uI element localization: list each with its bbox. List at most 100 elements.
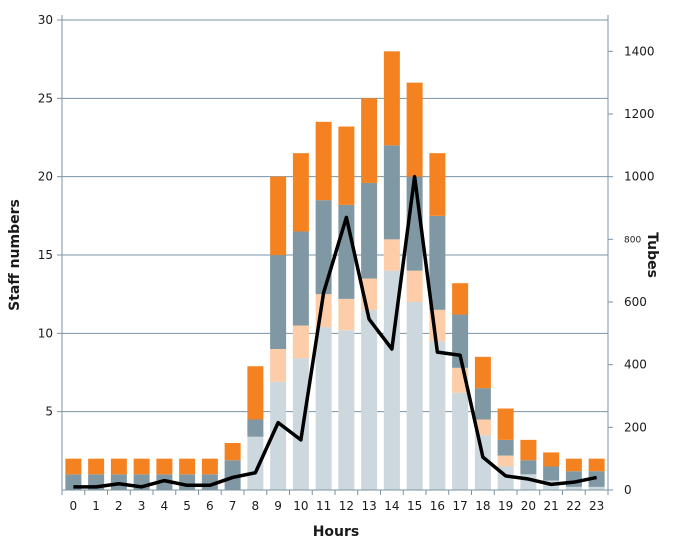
bar-segment-3-hour-23 <box>588 458 605 472</box>
x-tick-label: 10 <box>293 499 308 513</box>
bar-segment-3-hour-5 <box>179 458 196 475</box>
bar-segment-0-hour-12 <box>338 330 355 490</box>
y2-tick-label: 1200 <box>624 107 655 121</box>
x-tick-label: 9 <box>274 499 282 513</box>
bar-segment-0-hour-22 <box>565 486 582 490</box>
x-tick-label: 1 <box>92 499 100 513</box>
tubes-line-layer <box>73 174 597 489</box>
x-tick-label: 6 <box>206 499 214 513</box>
bar-segment-3-hour-7 <box>224 443 241 461</box>
x-tick-label: 0 <box>70 499 78 513</box>
bar-segment-2-hour-14 <box>383 145 400 240</box>
bar-segment-3-hour-12 <box>338 126 355 205</box>
y-tick-label: 10 <box>38 326 53 340</box>
x-tick-label: 13 <box>361 499 376 513</box>
bar-segment-2-hour-11 <box>315 200 332 295</box>
y-tick-labels: 5 10 15 20 25 30 <box>38 13 53 419</box>
x-tick-label: 14 <box>384 499 399 513</box>
bar-segment-3-hour-15 <box>406 82 423 177</box>
bar-segment-3-hour-1 <box>88 458 105 475</box>
x-tick-label: 12 <box>339 499 354 513</box>
bar-segment-0-hour-17 <box>452 392 469 490</box>
bar-segment-0-hour-13 <box>361 309 378 490</box>
bar-segment-2-hour-20 <box>520 460 537 475</box>
bar-segment-3-hour-11 <box>315 121 332 201</box>
x-tick-label: 21 <box>543 499 558 513</box>
bar-segment-3-hour-22 <box>565 458 582 472</box>
x-tick-label: 23 <box>589 499 604 513</box>
bar-segment-2-hour-8 <box>247 419 264 437</box>
bar-segment-2-hour-18 <box>474 388 491 420</box>
x-tick-label: 22 <box>566 499 581 513</box>
x-tick-label: 2 <box>115 499 123 513</box>
x-tick-label: 3 <box>138 499 146 513</box>
bar-segment-2-hour-22 <box>565 471 582 487</box>
x-tick-label: 7 <box>229 499 237 513</box>
axes <box>57 15 613 495</box>
bar-segment-2-hour-5 <box>179 474 196 490</box>
bar-segment-3-hour-18 <box>474 356 491 389</box>
y2-tick-label: 200 <box>624 420 647 434</box>
y-tick-label: 15 <box>38 248 53 262</box>
tubes-line <box>73 174 597 489</box>
x-tick-label: 4 <box>161 499 169 513</box>
y-tick-label: 25 <box>38 91 53 105</box>
bar-segment-3-hour-13 <box>361 98 378 183</box>
bar-segment-3-hour-20 <box>520 439 537 461</box>
x-tick-label: 15 <box>407 499 422 513</box>
bar-segment-0-hour-16 <box>429 341 446 490</box>
bar-segment-0-hour-18 <box>474 435 491 490</box>
x-tick-label: 11 <box>316 499 331 513</box>
x-tick-label: 19 <box>498 499 513 513</box>
bar-segment-3-hour-8 <box>247 366 264 420</box>
x-tick-label: 8 <box>252 499 260 513</box>
x-tick-label: 17 <box>452 499 467 513</box>
bar-segment-2-hour-16 <box>429 215 446 310</box>
bar-segment-1-hour-19 <box>497 455 514 467</box>
bar-segment-3-hour-9 <box>270 176 287 255</box>
bar-segment-1-hour-9 <box>270 349 287 382</box>
y2-tick-label: 600 <box>624 295 647 309</box>
bar-segment-3-hour-3 <box>133 458 150 475</box>
y2-tick-label: 0 <box>624 483 632 497</box>
y2-tick-label: 1400 <box>624 44 655 58</box>
y-tick-label: 5 <box>45 405 53 419</box>
bar-segment-3-hour-2 <box>110 458 127 475</box>
bar-segment-3-hour-16 <box>429 153 446 216</box>
bar-segment-3-hour-14 <box>383 51 400 146</box>
y-tick-label: 20 <box>38 170 53 184</box>
bar-segment-2-hour-19 <box>497 439 514 456</box>
bar-segment-2-hour-13 <box>361 182 378 279</box>
bars <box>65 51 605 490</box>
x-tick-labels: 0 1 2 3 4 5 6 7 8 9 10 11 12 13 14 15 16 17 18 19 20 21 22 23 <box>70 499 605 513</box>
bar-segment-2-hour-9 <box>270 255 287 349</box>
gridlines <box>62 19 608 413</box>
bar-segment-0-hour-9 <box>270 381 287 490</box>
y2-tick-label: 800 <box>624 235 641 245</box>
y2-axis-title: Tubes <box>644 232 660 278</box>
bar-segment-3-hour-0 <box>65 458 82 475</box>
bar-segment-1-hour-15 <box>406 270 423 302</box>
x-tick-label: 20 <box>521 499 536 513</box>
bar-segment-1-hour-12 <box>338 298 355 331</box>
bar-segment-1-hour-10 <box>292 325 309 359</box>
y2-tick-labels: 0 200 400 600 800 1000 1200 1400 <box>624 44 655 497</box>
x-tick-label: 5 <box>183 499 191 513</box>
bar-segment-3-hour-17 <box>452 283 469 315</box>
bar-segment-2-hour-21 <box>543 466 560 481</box>
x-tick-label: 18 <box>475 499 490 513</box>
bar-segment-0-hour-8 <box>247 436 264 490</box>
bar-segment-0-hour-11 <box>315 327 332 490</box>
bar-segment-3-hour-6 <box>201 458 218 475</box>
bar-segment-3-hour-10 <box>292 153 309 232</box>
y-axis-title: Staff numbers <box>7 199 23 311</box>
bar-segment-1-hour-14 <box>383 239 400 271</box>
x-axis-title: Hours <box>313 524 360 540</box>
y2-tick-label: 1000 <box>624 170 655 184</box>
bar-segment-3-hour-4 <box>156 458 173 475</box>
x-tick-label: 16 <box>430 499 445 513</box>
bar-segment-3-hour-19 <box>497 408 514 440</box>
bar-segment-0-hour-10 <box>292 358 309 490</box>
bar-segment-0-hour-23 <box>588 486 605 490</box>
